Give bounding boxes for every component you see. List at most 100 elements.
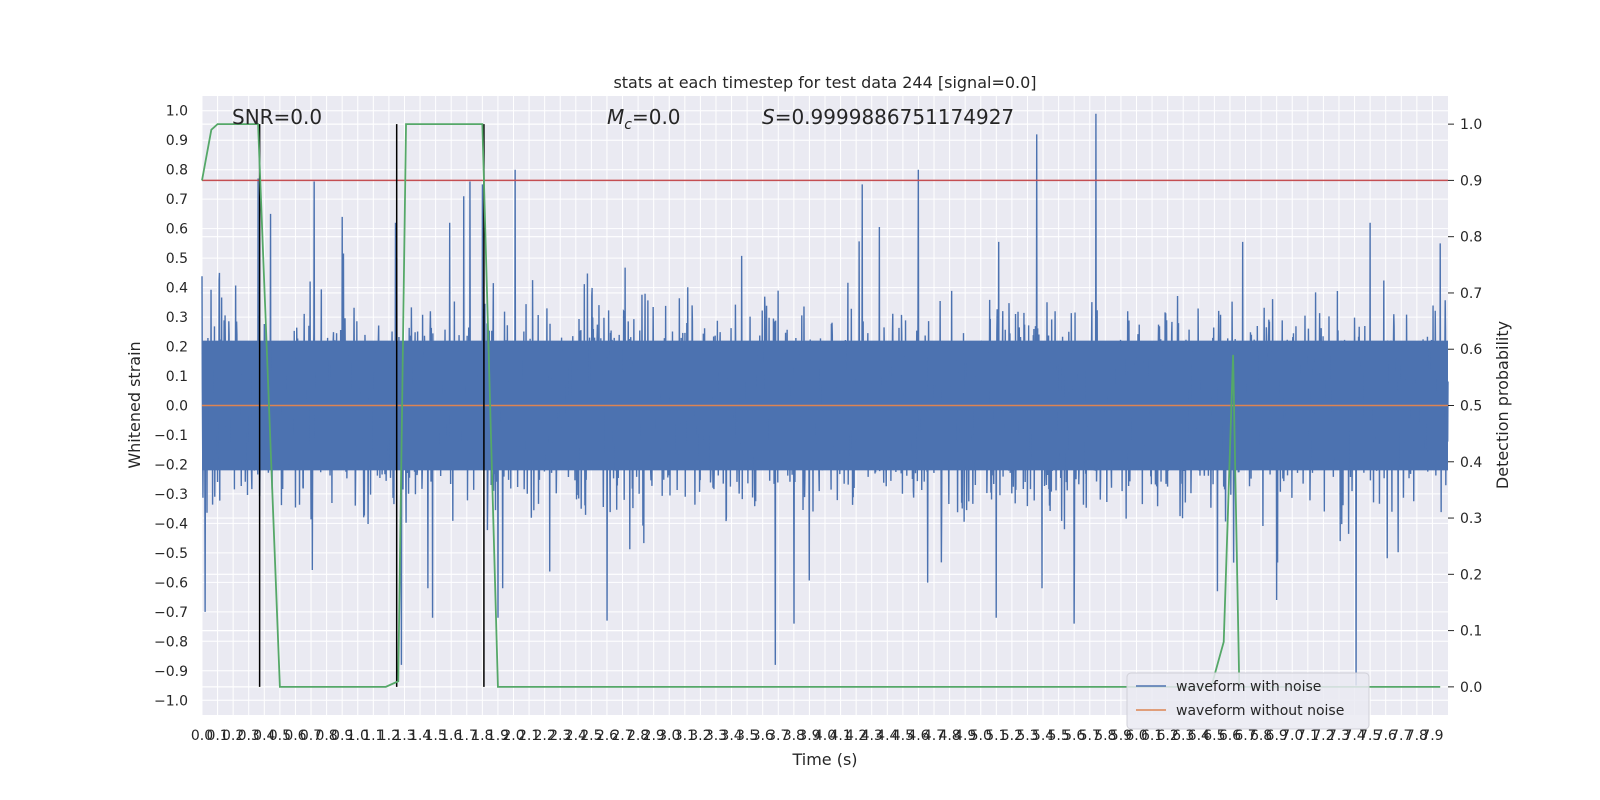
y-tick-label: −0.2 <box>154 457 188 473</box>
x-tick-label: 5.1 <box>985 728 1007 744</box>
y-tick-label: −0.3 <box>154 487 188 503</box>
right-y-tick-label: 0.8 <box>1460 230 1482 246</box>
x-tick-label: 4.1 <box>829 728 851 744</box>
y-tick-label: 0.5 <box>166 251 188 267</box>
x-tick-label: 4.8 <box>938 728 960 744</box>
x-tick-label: 4.7 <box>923 728 945 744</box>
y-tick-label: −0.5 <box>154 546 188 562</box>
x-tick-label: 1.3 <box>393 728 415 744</box>
y-tick-label: −0.6 <box>154 575 188 591</box>
x-axis-label: Time (s) <box>791 750 857 769</box>
right-y-tick-label: 0.6 <box>1460 342 1482 358</box>
x-tick-label: 4.6 <box>907 728 929 744</box>
x-tick-label: 5.5 <box>1047 728 1069 744</box>
x-tick-label: 3.5 <box>736 728 758 744</box>
x-tick-label: 3.7 <box>767 728 789 744</box>
chirp-mass-value: =0.0 <box>632 105 681 129</box>
noisy-waveform-line <box>201 113 1449 686</box>
x-tick-label: 3.8 <box>783 728 805 744</box>
x-tick-label: 2.0 <box>502 728 524 744</box>
x-tick-label: 7.0 <box>1281 728 1303 744</box>
x-tick-label: 6.1 <box>1141 728 1163 744</box>
x-tick-label: 2.2 <box>534 728 556 744</box>
x-tick-label: 7.4 <box>1343 728 1365 744</box>
x-tick-label: 0.4 <box>253 728 275 744</box>
x-tick-label: 3.3 <box>705 728 727 744</box>
y-tick-label: −0.7 <box>154 605 188 621</box>
x-tick-label: 2.6 <box>596 728 618 744</box>
right-y-tick-label: 0.2 <box>1460 567 1482 583</box>
score-annotation: S=0.9999886751174927 <box>762 105 1014 129</box>
x-tick-label: 2.8 <box>627 728 649 744</box>
detection-probability-line <box>201 123 1441 688</box>
x-tick-label: 3.4 <box>720 728 742 744</box>
score-symbol: S <box>762 105 775 129</box>
x-tick-label: 0.5 <box>269 728 291 744</box>
x-tick-label: 6.3 <box>1172 728 1194 744</box>
x-tick-label: 4.9 <box>954 728 976 744</box>
x-tick-label: 4.4 <box>876 728 898 744</box>
y-tick-label: −0.1 <box>154 428 188 444</box>
right-y-tick-label: 0.1 <box>1460 624 1482 640</box>
x-tick-label: 5.6 <box>1063 728 1085 744</box>
y-tick-label: −1.0 <box>154 693 188 709</box>
legend-label-noise: waveform with noise <box>1176 679 1321 695</box>
right-y-axis-ticks: 0.0 0.1 0.2 0.3 0.4 0.5 0.6 0.7 0.8 0.9 1.0 <box>1448 117 1482 696</box>
x-tick-label: 1.0 <box>347 728 369 744</box>
chirp-mass-symbol: M <box>607 105 624 129</box>
snr-annotation: SNR=0.0 <box>232 105 322 129</box>
right-y-tick-label: 0.5 <box>1460 399 1482 415</box>
x-tick-label: 1.5 <box>424 728 446 744</box>
x-tick-label: 7.8 <box>1406 728 1428 744</box>
y-tick-label: 0.7 <box>166 192 188 208</box>
legend: waveform with noise waveform without noi… <box>1126 672 1370 730</box>
x-tick-label: 5.3 <box>1016 728 1038 744</box>
legend-box <box>1126 672 1370 730</box>
y-tick-label: −0.4 <box>154 516 188 532</box>
event-markers <box>258 124 485 687</box>
y-tick-label: −0.8 <box>154 634 188 650</box>
x-tick-label: 1.9 <box>487 728 509 744</box>
x-tick-label: 7.2 <box>1312 728 1334 744</box>
x-tick-label: 5.8 <box>1094 728 1116 744</box>
x-tick-label: 2.9 <box>643 728 665 744</box>
x-tick-label: 5.7 <box>1079 728 1101 744</box>
x-tick-label: 5.9 <box>1110 728 1132 744</box>
x-tick-label: 5.0 <box>970 728 992 744</box>
x-tick-label: 2.1 <box>518 728 540 744</box>
x-tick-label: 2.5 <box>580 728 602 744</box>
x-tick-label: 6.9 <box>1266 728 1288 744</box>
x-tick-label: 0.7 <box>300 728 322 744</box>
y-tick-label: 0.8 <box>166 163 188 179</box>
x-tick-label: 2.7 <box>611 728 633 744</box>
y-tick-label: 0.2 <box>166 340 188 356</box>
right-y-tick-label: 0.0 <box>1460 680 1482 696</box>
x-tick-label: 7.7 <box>1390 728 1412 744</box>
right-y-tick-label: 1.0 <box>1460 117 1482 133</box>
x-tick-label: 3.6 <box>752 728 774 744</box>
y-tick-label: 0.4 <box>166 281 188 297</box>
x-tick-label: 5.2 <box>1001 728 1023 744</box>
x-tick-label: 0.0 <box>191 728 213 744</box>
x-tick-label: 0.3 <box>238 728 260 744</box>
right-y-tick-label: 0.3 <box>1460 511 1482 527</box>
y-tick-label: 0.1 <box>166 369 188 385</box>
x-tick-label: 7.9 <box>1421 728 1443 744</box>
y-axis-label: Whitened strain <box>125 341 144 468</box>
x-tick-label: 3.2 <box>689 728 711 744</box>
x-tick-label: 6.4 <box>1188 728 1210 744</box>
chirp-mass-annotation: Mc=0.0 <box>607 105 681 133</box>
x-tick-label: 1.2 <box>378 728 400 744</box>
legend-label-clean: waveform without noise <box>1176 703 1344 719</box>
x-tick-label: 4.0 <box>814 728 836 744</box>
left-y-axis-ticks: −1.0 −0.9 −0.8 −0.7 −0.6 −0.5 −0.4 −0.3 −0.2 −0.1… <box>154 104 188 710</box>
right-y-tick-label: 0.7 <box>1460 286 1482 302</box>
chart-title: stats at each timestep for test data 244… <box>613 73 1036 92</box>
x-tick-label: 1.8 <box>471 728 493 744</box>
x-tick-label: 2.4 <box>565 728 587 744</box>
x-tick-label: 5.4 <box>1032 728 1054 744</box>
x-tick-label: 3.1 <box>674 728 696 744</box>
y-tick-label: 0.6 <box>166 222 188 238</box>
x-tick-label: 4.5 <box>892 728 914 744</box>
